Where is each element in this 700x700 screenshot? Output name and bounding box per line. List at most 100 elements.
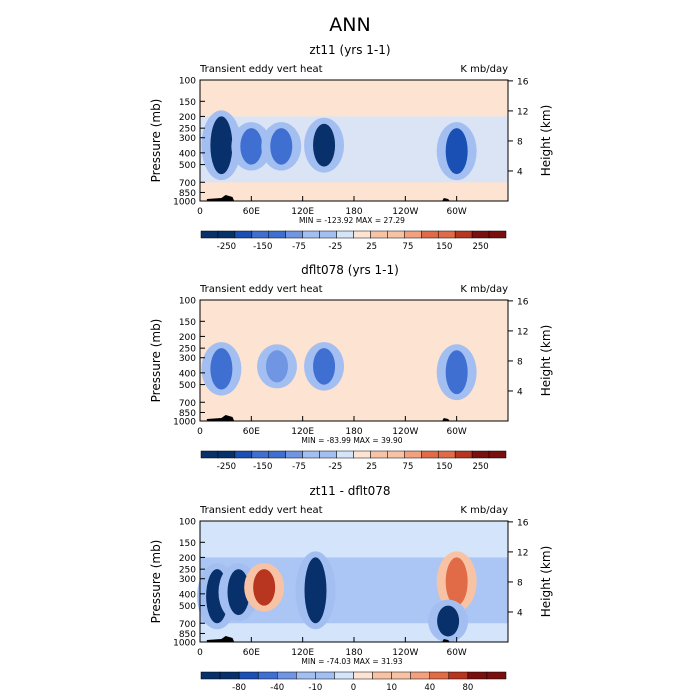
colorbar-box [370, 230, 388, 239]
colorbar-box [234, 230, 253, 239]
ytick-label: 1000 [173, 198, 196, 208]
y2tick-label: 4 [517, 387, 523, 397]
colorbar-box [387, 230, 405, 239]
colorbar-box [429, 671, 450, 680]
ytick-label: 100 [179, 518, 196, 528]
xtick-label: 0 [197, 648, 203, 658]
field-feature-core [445, 557, 468, 606]
xtick-label: 60E [243, 207, 260, 217]
colorbar-label: -75 [292, 242, 306, 252]
colorbar-box [488, 230, 507, 239]
colorbar-box [336, 230, 354, 239]
xtick-label: 60W [446, 207, 466, 217]
topography [206, 636, 235, 642]
colorbar-box [200, 671, 221, 680]
ytick-label: 100 [179, 77, 196, 87]
ytick-label: 850 [179, 189, 196, 199]
colorbar-box [238, 671, 259, 680]
field-feature-core [313, 123, 336, 167]
colorbar-label: -150 [253, 242, 272, 252]
units-label: K mb/day [460, 64, 508, 75]
topography [206, 195, 235, 201]
ytick-label: 700 [179, 620, 196, 630]
topography [442, 418, 450, 421]
ytick-label: 300 [179, 575, 196, 585]
field-feature-core [210, 348, 233, 390]
colorbar-box [387, 450, 405, 459]
colorbar-box [404, 230, 422, 239]
colorbar-box [353, 230, 371, 239]
field-label: Transient eddy vert heat [199, 64, 323, 75]
colorbar-label: -150 [253, 462, 272, 472]
ytick-label: 1000 [173, 639, 196, 649]
topography [206, 415, 235, 421]
ytick-label: 1000 [173, 418, 196, 428]
ytick-label: 400 [179, 369, 196, 379]
field-feature-core [227, 569, 250, 616]
y2label: Height (km) [539, 105, 553, 176]
colorbar-label: 150 [436, 462, 452, 472]
ytick-label: 400 [179, 149, 196, 159]
y2tick-label: 12 [517, 548, 528, 558]
colorbar-box [319, 450, 337, 459]
xtick-label: 120E [291, 648, 314, 658]
xtick-label: 120W [392, 648, 418, 658]
colorbar-box [302, 450, 320, 459]
colorbar-label: -75 [292, 462, 306, 472]
colorbar-label: -25 [328, 462, 342, 472]
colorbar-box [200, 230, 219, 239]
colorbar-label: 80 [462, 683, 473, 693]
panel-title: dflt078 (yrs 1-1) [301, 263, 399, 277]
ytick-label: 150 [179, 539, 196, 549]
ylabel: Pressure (mb) [149, 99, 163, 183]
y2tick-label: 16 [517, 518, 529, 528]
colorbar-label: 40 [424, 683, 435, 693]
colorbar-box [277, 671, 297, 680]
ytick-label: 100 [179, 297, 196, 307]
xtick-label: 120E [291, 427, 314, 437]
colorbar-box [467, 671, 488, 680]
y2tick-label: 4 [517, 608, 523, 618]
y2tick-label: 4 [517, 167, 523, 177]
colorbar-box [421, 230, 439, 239]
topography [442, 639, 450, 642]
field-feature-core [240, 128, 263, 165]
xtick-label: 180 [345, 207, 362, 217]
colorbar-box [334, 671, 354, 680]
xtick-label: 60W [446, 648, 466, 658]
colorbar-box [437, 230, 456, 239]
xtick-label: 60E [243, 648, 260, 658]
xtick-label: 180 [345, 648, 362, 658]
colorbar-box [421, 450, 439, 459]
colorbar-box [234, 450, 253, 459]
field-label: Transient eddy vert heat [199, 284, 323, 295]
colorbar-box [471, 230, 490, 239]
colorbar-box [410, 671, 430, 680]
xtick-label: 120W [392, 207, 418, 217]
ytick-label: 150 [179, 98, 196, 108]
ytick-label: 200 [179, 554, 196, 564]
xtick-label: 120E [291, 207, 314, 217]
y2tick-label: 8 [517, 137, 523, 147]
colorbar-label: -250 [217, 462, 236, 472]
ytick-label: 300 [179, 354, 196, 364]
ytick-label: 150 [179, 318, 196, 328]
colorbar-box [488, 450, 507, 459]
y2label: Height (km) [539, 546, 553, 617]
colorbar-label: 250 [472, 242, 488, 252]
min-max-stats: MIN = -74.03 MAX = 31.93 [301, 657, 402, 666]
ylabel: Pressure (mb) [149, 319, 163, 403]
field-feature-core [253, 569, 276, 606]
min-max-stats: MIN = -123.92 MAX = 27.29 [299, 216, 405, 225]
ylabel: Pressure (mb) [149, 540, 163, 624]
ytick-label: 200 [179, 333, 196, 343]
field-label: Transient eddy vert heat [199, 505, 323, 516]
colorbar-box [454, 230, 473, 239]
ytick-label: 250 [179, 566, 196, 576]
colorbar-box [370, 450, 388, 459]
colorbar-box [471, 450, 490, 459]
ytick-label: 700 [179, 399, 196, 409]
ytick-label: 250 [179, 345, 196, 355]
y2tick-label: 8 [517, 357, 523, 367]
